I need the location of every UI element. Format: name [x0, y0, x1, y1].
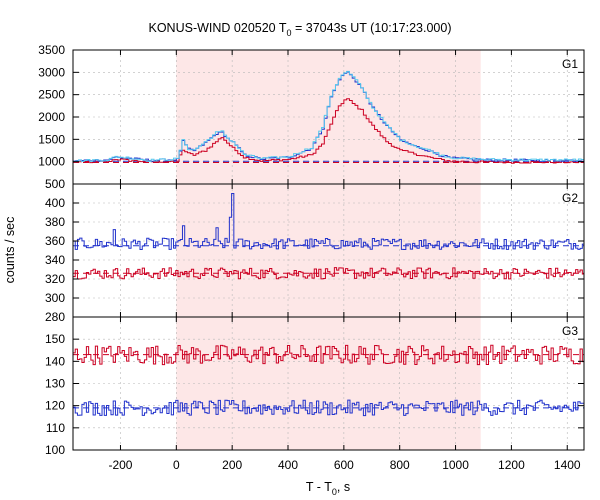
- y-tick-label: 2000: [38, 110, 65, 124]
- x-tick-label: -200: [108, 458, 132, 472]
- x-axis-label: T - T0, s: [306, 480, 350, 497]
- series-layer: [73, 70, 585, 417]
- y-tick-label: 400: [45, 196, 65, 210]
- y-tick-label: 150: [45, 332, 65, 346]
- shaded-interval-layer: [176, 50, 481, 450]
- y-tick-label: 360: [45, 234, 65, 248]
- y-tick-label: 280: [45, 310, 65, 324]
- plot-frame: [72, 49, 585, 451]
- panel-label-g1: G1: [562, 57, 578, 71]
- y-tick-label: 3500: [38, 43, 65, 57]
- shaded-interval: [176, 50, 481, 450]
- y-tick-label: 1000: [38, 155, 65, 169]
- y-axis-label: counts / sec: [3, 217, 17, 284]
- y-tick-label: 130: [45, 377, 65, 391]
- y-tick-label: 110: [46, 421, 65, 435]
- x-tick-label: 200: [222, 458, 242, 472]
- y-tick-label: 2500: [38, 88, 65, 102]
- y-tick-label: 320: [45, 272, 65, 286]
- y-tick-label: 340: [45, 253, 65, 267]
- x-tick-label: 600: [334, 458, 354, 472]
- series-red-g3: [73, 344, 584, 366]
- series-red-g1: [73, 98, 585, 164]
- y-tick-label: 300: [45, 291, 65, 305]
- frame-layer: [72, 49, 585, 451]
- grid-layer: [73, 50, 584, 450]
- y-tick-label: 120: [45, 399, 65, 413]
- chart-title: KONUS-WIND 020520 T0 = 37043s UT (10:17:…: [149, 21, 452, 38]
- x-tick-label: 800: [390, 458, 410, 472]
- series-cyan-g1: [73, 70, 585, 163]
- text-layer: 500100015002000250030003500G128030032034…: [38, 43, 581, 472]
- series-red-g2: [73, 267, 584, 280]
- series-blue-g2: [73, 193, 584, 251]
- x-tick-label: 1000: [442, 458, 469, 472]
- y-tick-label: 1500: [38, 132, 65, 146]
- x-tick-label: 0: [173, 458, 180, 472]
- y-tick-label: 3000: [38, 65, 65, 79]
- x-tick-label: 400: [278, 458, 298, 472]
- x-tick-label: 1200: [498, 458, 525, 472]
- y-tick-label: 100: [45, 443, 65, 457]
- x-tick-label: 1400: [554, 458, 581, 472]
- y-tick-label: 380: [45, 215, 65, 229]
- panel-label-g3: G3: [562, 324, 578, 338]
- panel-label-g2: G2: [562, 191, 578, 205]
- y-tick-label: 140: [45, 354, 65, 368]
- series-blue-g3: [73, 399, 584, 417]
- y-tick-label: 500: [45, 177, 65, 191]
